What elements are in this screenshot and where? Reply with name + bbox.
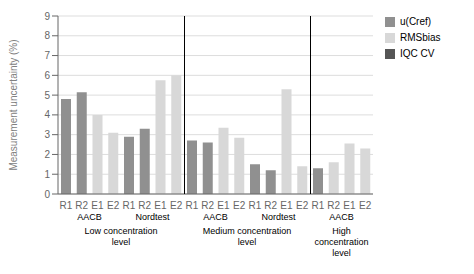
svg-text:1: 1 <box>44 169 50 180</box>
svg-text:3: 3 <box>44 129 50 140</box>
svg-text:2: 2 <box>44 149 50 160</box>
svg-text:E2: E2 <box>170 200 183 211</box>
svg-text:Measurement uncertainty (%): Measurement uncertainty (%) <box>8 39 19 170</box>
svg-text:E2: E2 <box>359 200 372 211</box>
svg-text:E1: E1 <box>217 200 230 211</box>
svg-text:R1: R1 <box>248 200 261 211</box>
svg-text:R1: R1 <box>122 200 135 211</box>
svg-text:9: 9 <box>44 11 50 22</box>
html-text:High concentration level: High concentration level <box>314 226 369 258</box>
html-text:IQC CV: IQC CV <box>400 48 435 59</box>
html-text:Low concentration level: Low concentration level <box>84 226 158 247</box>
svg-text:R1: R1 <box>185 200 198 211</box>
svg-text:8: 8 <box>44 30 50 41</box>
svg-text:R2: R2 <box>264 200 277 211</box>
html-text:AACB: AACB <box>77 212 102 222</box>
svg-text:E1: E1 <box>280 200 293 211</box>
html-text:Nordtest: Nordtest <box>261 212 296 222</box>
svg-text:6: 6 <box>44 70 50 81</box>
svg-text:E2: E2 <box>296 200 309 211</box>
svg-text:7: 7 <box>44 50 50 61</box>
svg-text:E1: E1 <box>343 200 356 211</box>
svg-text:R2: R2 <box>138 200 151 211</box>
svg-text:5: 5 <box>44 90 50 101</box>
svg-text:E2: E2 <box>233 200 246 211</box>
svg-text:R2: R2 <box>75 200 88 211</box>
svg-text:0: 0 <box>44 189 50 200</box>
html-text:AACB: AACB <box>329 212 354 222</box>
svg-text:R1: R1 <box>59 200 72 211</box>
svg-text:4: 4 <box>44 109 50 120</box>
svg-text:R2: R2 <box>327 200 340 211</box>
svg-text:E1: E1 <box>91 200 104 211</box>
svg-text:R2: R2 <box>201 200 214 211</box>
html-text:RMSbias: RMSbias <box>400 32 441 43</box>
html-text:Medium concentration level: Medium concentration level <box>202 226 292 247</box>
svg-text:E2: E2 <box>107 200 120 211</box>
html-text:AACB: AACB <box>203 212 228 222</box>
html-text:Nordtest: Nordtest <box>135 212 170 222</box>
html-text:u(Cref): u(Cref) <box>400 16 432 27</box>
svg-text:E1: E1 <box>154 200 167 211</box>
svg-text:R1: R1 <box>311 200 324 211</box>
